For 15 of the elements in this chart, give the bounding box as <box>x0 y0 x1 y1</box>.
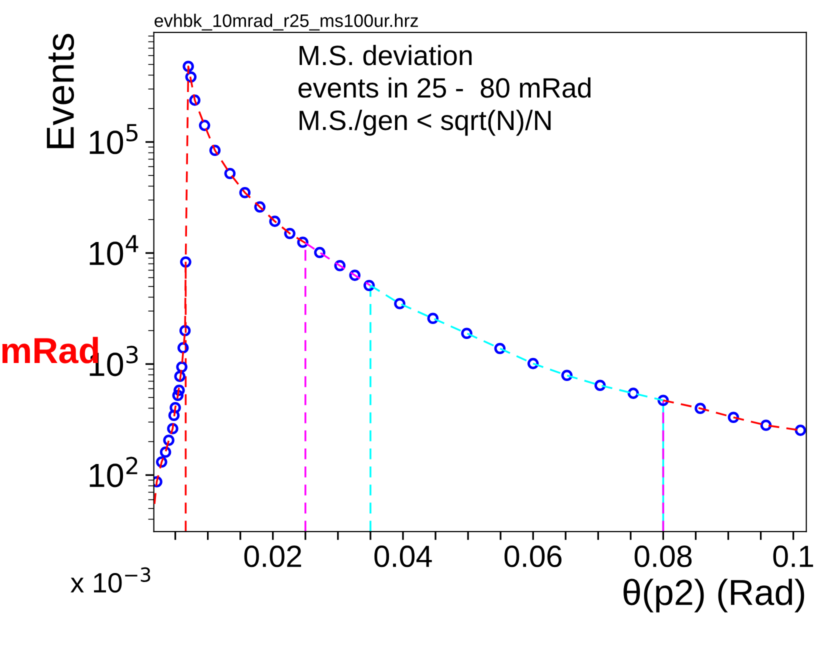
y-tick-label: 10$^{4}$ <box>90 235 138 266</box>
annotation: M.S. deviation <box>300 44 472 66</box>
annotation: M.S./gen < sqrt(N)/N <box>300 110 551 136</box>
x-tick-label: 0.06 <box>504 546 562 568</box>
x-tick-label: 0.04 <box>374 546 432 568</box>
y-tick-label: 10$^{2}$ <box>90 456 138 488</box>
chart-title: evhbk_10mrad_r25_ms100ur.hrz <box>154 14 418 30</box>
y-tick-label: 10$^{5}$ <box>90 124 138 154</box>
x-axis-title: θ(p2) (Rad) <box>624 578 804 612</box>
x-tick-label: 0.08 <box>634 546 692 568</box>
x-tick-label: 0.02 <box>244 546 302 568</box>
x-tick-label: 0.1 <box>773 546 814 568</box>
text: x 10$^{−3}$ <box>70 567 150 593</box>
annotation: events in 25 - 80 mRad <box>298 77 590 98</box>
y-axis-title: Events <box>46 34 74 148</box>
